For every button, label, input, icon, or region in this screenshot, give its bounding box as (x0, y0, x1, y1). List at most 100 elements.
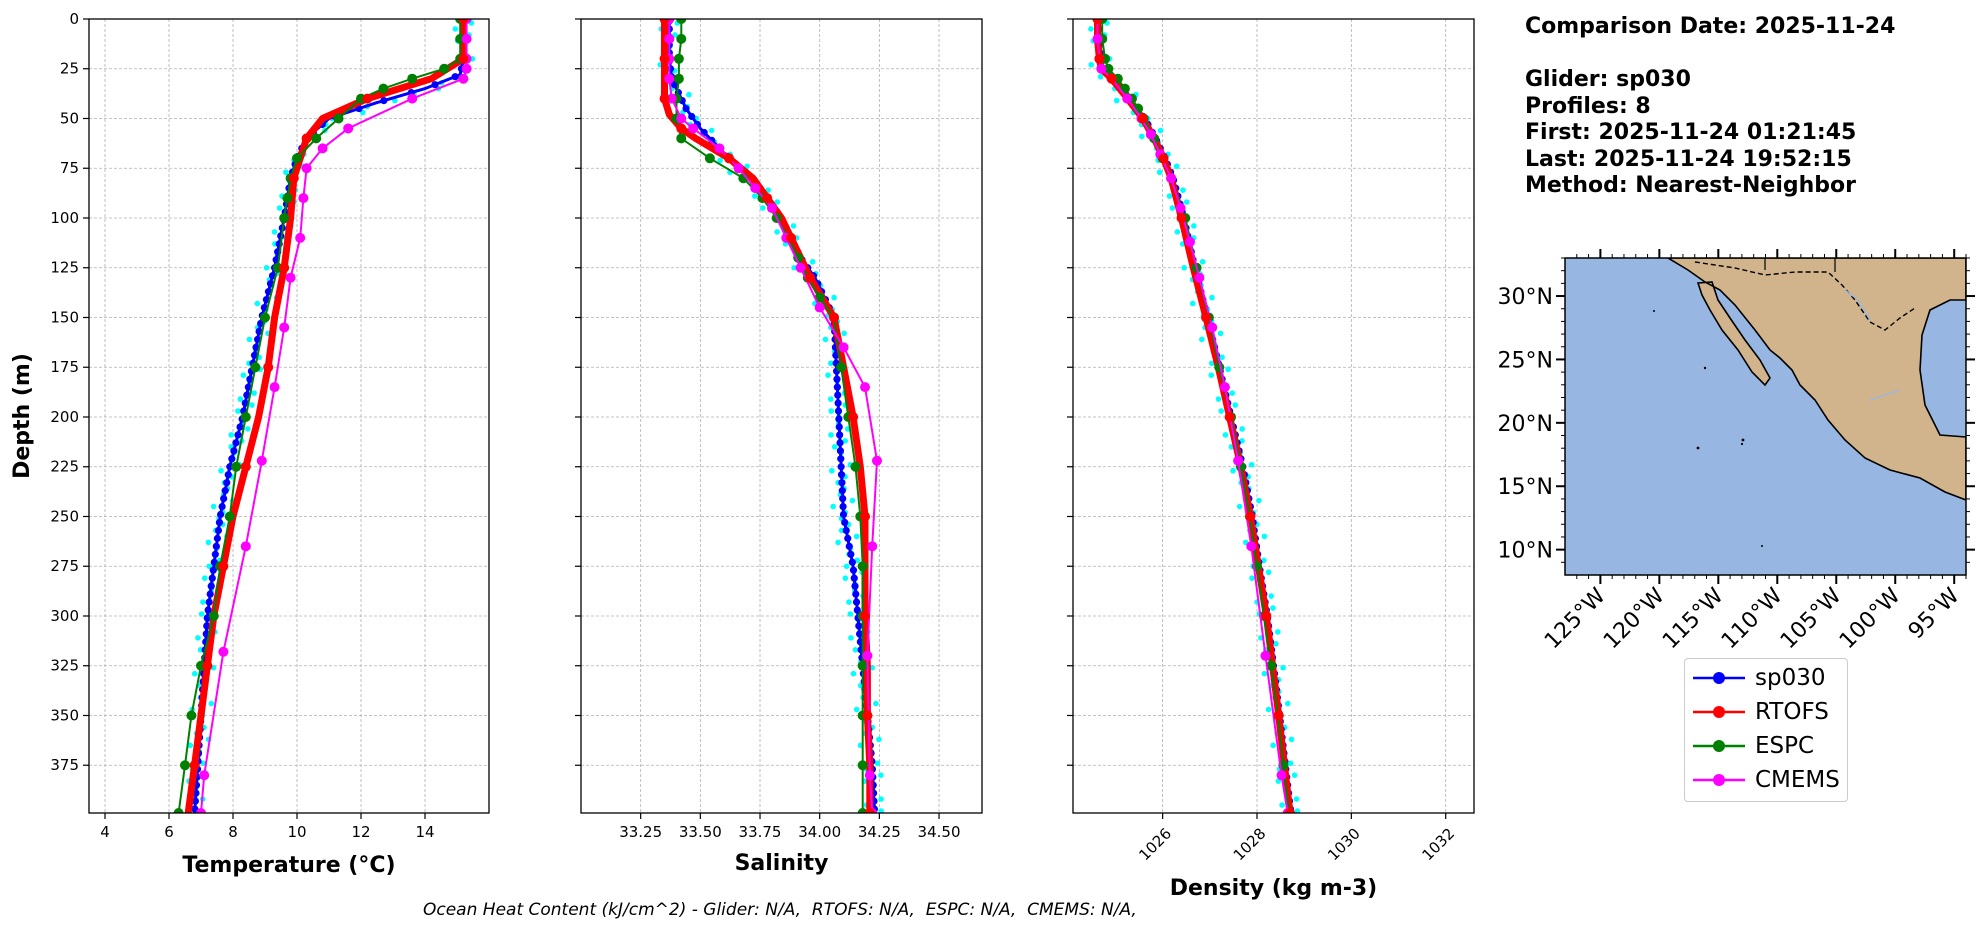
sample-point (1208, 360, 1215, 367)
map-lon-label: 115°W (1658, 583, 1729, 654)
sp030-point (841, 518, 849, 527)
sp030-point (837, 455, 845, 463)
sample-point (245, 426, 251, 432)
map-lat-label: 20°N (1498, 412, 1553, 437)
series-line-cmems (1096, 19, 1289, 813)
sp030-point (847, 550, 855, 558)
sample-point (1265, 706, 1272, 713)
map-border-top (1764, 258, 1836, 272)
sample-point (1270, 605, 1276, 611)
sample-point (760, 205, 766, 211)
y-tick-label: 250 (50, 507, 79, 525)
sp030-point (209, 566, 217, 574)
series-point-cmems (240, 541, 251, 552)
series-point-espc (439, 63, 450, 74)
sample-point (246, 336, 253, 343)
sp030-point (839, 494, 847, 503)
axes-frame (1072, 18, 1475, 814)
sample-point (191, 670, 198, 677)
sample-point (809, 258, 816, 265)
series-point-espc (857, 760, 868, 771)
sp030-point (837, 471, 846, 479)
sample-point (751, 193, 758, 199)
series-point-rtofs (864, 808, 875, 813)
sp030-point (220, 494, 228, 503)
sp030-point (215, 518, 224, 527)
series-point-cmems (750, 183, 761, 194)
sp030-point (252, 343, 260, 351)
sample-point (841, 330, 847, 337)
legend-item-espc: ESPC (1685, 731, 1847, 761)
series-point-cmems (1233, 455, 1244, 466)
sp030-point (234, 431, 242, 439)
sp030-point (837, 463, 845, 471)
sp030-point (688, 112, 696, 121)
sp030-point (380, 96, 388, 105)
sample-point (452, 26, 459, 32)
sample-point (237, 396, 244, 402)
series-point-rtofs (279, 262, 290, 273)
series-point-rtofs (288, 173, 299, 184)
series-point-cmems (838, 342, 849, 353)
series-point-rtofs (458, 53, 469, 64)
y-axis-label: Depth (m) (10, 353, 35, 479)
series-point-espc (850, 461, 861, 472)
sp030-point (246, 375, 254, 383)
sample-point (1173, 163, 1180, 170)
sp030-samples (1088, 20, 1301, 813)
series-point-cmems (864, 770, 875, 781)
sample-point (1222, 432, 1229, 438)
sp030-point (223, 479, 231, 487)
series-point-cmems (1122, 93, 1133, 104)
x-tick-label: 34.50 (918, 823, 961, 841)
legend: sp030 RTOFS ESPC CMEMS (1684, 658, 1848, 802)
sample-point (1274, 629, 1281, 635)
sample-point (251, 390, 257, 396)
sp030-point (253, 335, 262, 343)
x-tick-label: 1026 (1135, 824, 1175, 864)
x-tick-label: 4 (100, 823, 110, 841)
series-point-rtofs (1201, 312, 1212, 323)
map-river (1844, 289, 1901, 401)
sp030-point (191, 797, 199, 805)
series-point-cmems (317, 143, 328, 154)
series-point-cmems (666, 93, 677, 104)
series-group (1088, 19, 1301, 813)
series-point-rtofs (218, 561, 229, 572)
sample-point (848, 635, 854, 641)
series-point-cmems (676, 113, 687, 124)
sp030-point (205, 598, 213, 606)
sample-point (865, 814, 871, 820)
map-lon-label: 100°W (1835, 583, 1906, 654)
sp030-point (212, 542, 220, 550)
sp030-point (838, 479, 846, 487)
x-tick-label: 34.00 (798, 823, 841, 841)
sample-point (825, 372, 831, 379)
series-point-rtofs (1137, 113, 1148, 124)
sample-point (878, 772, 884, 778)
sample-point (249, 402, 255, 408)
sp030-point (833, 375, 841, 383)
sample-point (831, 444, 838, 450)
sample-point (1261, 670, 1268, 677)
series-point-rtofs (723, 153, 734, 164)
series-point-cmems (1276, 770, 1287, 781)
series-point-espc (240, 411, 251, 422)
sp030-point (850, 574, 858, 582)
sample-point (210, 503, 217, 510)
series-point-espc (1103, 63, 1114, 74)
series-point-espc (676, 19, 687, 24)
sample-point (1256, 497, 1262, 504)
sp030-point (848, 558, 856, 566)
sp030-point (844, 534, 852, 542)
series-line-espc (1101, 19, 1291, 813)
series-point-rtofs (676, 123, 687, 134)
sample-point (200, 599, 206, 605)
sample-point (843, 563, 850, 570)
sp030-point (236, 423, 244, 431)
series-point-rtofs (860, 511, 871, 522)
sp030-point (232, 439, 240, 447)
series-point-espc (676, 33, 687, 44)
sample-point (828, 408, 834, 414)
